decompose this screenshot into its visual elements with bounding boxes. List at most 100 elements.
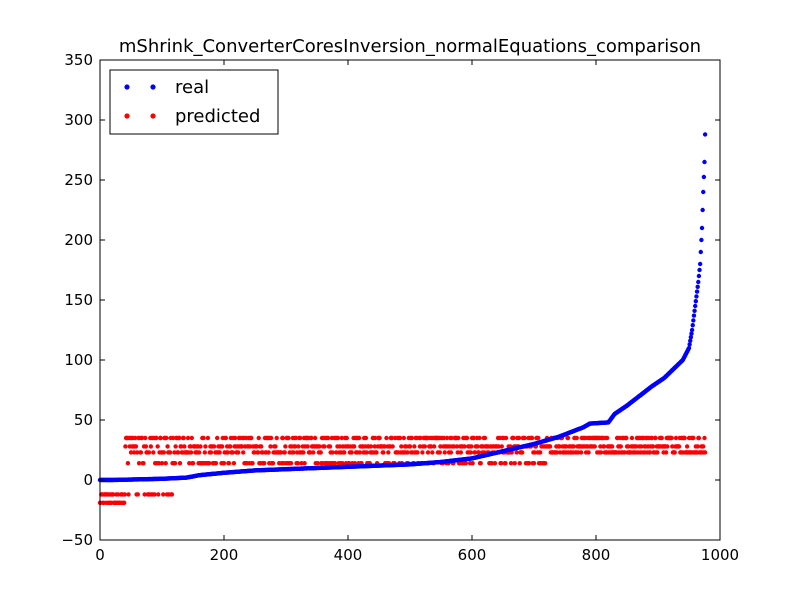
predicted-point (138, 450, 144, 455)
predicted-point (469, 444, 474, 449)
predicted-point (441, 435, 447, 441)
predicted-point (384, 435, 389, 441)
predicted-point (356, 435, 362, 441)
y-tick-label-6: 250 (64, 171, 93, 189)
predicted-point (578, 450, 584, 455)
predicted-point (208, 450, 214, 455)
predicted-point (252, 450, 257, 455)
predicted-point (531, 461, 537, 466)
y-tick-label-2: 50 (74, 411, 93, 429)
predicted-point (601, 444, 607, 449)
predicted-point (458, 450, 464, 455)
predicted-point (291, 450, 296, 455)
predicted-point (374, 450, 379, 455)
predicted-point (390, 444, 395, 449)
x-tick-label-5: 1000 (701, 546, 739, 564)
predicted-point (139, 435, 145, 441)
predicted-point (217, 450, 222, 455)
predicted-point (372, 444, 377, 449)
predicted-point (172, 461, 178, 466)
predicted-point (532, 450, 537, 455)
predicted-point (653, 435, 658, 441)
predicted-point (230, 450, 235, 455)
legend: real predicted (109, 69, 279, 135)
plot-area: 0 200 400 600 800 1000−5005010015020025030035… (61, 51, 739, 564)
predicted-point (438, 444, 443, 449)
predicted-point (135, 492, 141, 497)
predicted-point (462, 444, 467, 449)
predicted-point (214, 435, 220, 441)
predicted-point (152, 492, 157, 497)
predicted-point (536, 435, 541, 441)
ticks-layer: 0 200 400 600 800 1000−5005010015020025030035… (61, 51, 739, 564)
predicted-point (448, 450, 454, 455)
predicted-point (296, 444, 301, 449)
predicted-point (639, 444, 644, 449)
predicted-point (330, 450, 335, 455)
predicted-point (161, 450, 167, 455)
predicted-point (143, 444, 149, 449)
predicted-point (121, 500, 127, 505)
predicted-point (586, 450, 591, 455)
predicted-point (198, 444, 203, 449)
predicted-point (344, 435, 349, 441)
chart-title: mShrink_ConverterCoresInversion_normalEq… (119, 36, 701, 57)
predicted-point (206, 461, 212, 466)
predicted-point (177, 435, 182, 441)
real-point (688, 335, 694, 340)
predicted-point (249, 435, 254, 441)
predicted-point (123, 444, 128, 449)
predicted-point (188, 444, 193, 449)
predicted-point (557, 444, 562, 449)
predicted-point (299, 461, 304, 466)
predicted-point (211, 444, 217, 449)
predicted-point (260, 450, 265, 455)
x-tick-label-3: 600 (458, 546, 487, 564)
predicted-point (167, 450, 173, 455)
predicted-point (364, 450, 369, 455)
real-point (696, 273, 702, 279)
predicted-point (165, 444, 170, 449)
predicted-point (542, 461, 548, 466)
predicted-point (382, 444, 387, 449)
predicted-point (571, 444, 576, 449)
predicted-point (397, 435, 403, 441)
predicted-point (241, 450, 246, 455)
predicted-point (255, 450, 261, 455)
predicted-point (618, 444, 623, 449)
legend-predicted-label: predicted (175, 106, 260, 127)
predicted-point (318, 450, 323, 455)
predicted-point (557, 450, 563, 455)
predicted-point (526, 461, 532, 466)
predicted-point (322, 444, 327, 449)
y-tick-label-8: 350 (64, 51, 93, 69)
real-point (696, 279, 701, 285)
predicted-point (650, 444, 656, 449)
predicted-point (498, 461, 504, 466)
y-tick-label-0: −50 (61, 531, 93, 549)
predicted-point (293, 435, 299, 441)
predicted-point (503, 435, 509, 441)
predicted-point (626, 444, 631, 449)
predicted-point (516, 435, 522, 441)
x-tick-label-1: 200 (210, 546, 239, 564)
real-point (695, 284, 700, 289)
predicted-point (702, 450, 708, 455)
predicted-point (529, 435, 535, 441)
predicted-point (312, 435, 318, 441)
predicted-point (464, 435, 470, 441)
predicted-point (142, 492, 147, 497)
predicted-point (357, 450, 362, 455)
real-point (690, 323, 695, 328)
predicted-point (489, 461, 495, 466)
predicted-point (342, 450, 347, 455)
predicted-point (254, 444, 260, 449)
predicted-point (317, 444, 322, 449)
predicted-point (673, 435, 679, 441)
predicted-point (404, 444, 409, 449)
predicted-point (182, 444, 187, 449)
predicted-point (405, 450, 410, 455)
predicted-point (445, 435, 450, 441)
predicted-point (503, 461, 508, 466)
